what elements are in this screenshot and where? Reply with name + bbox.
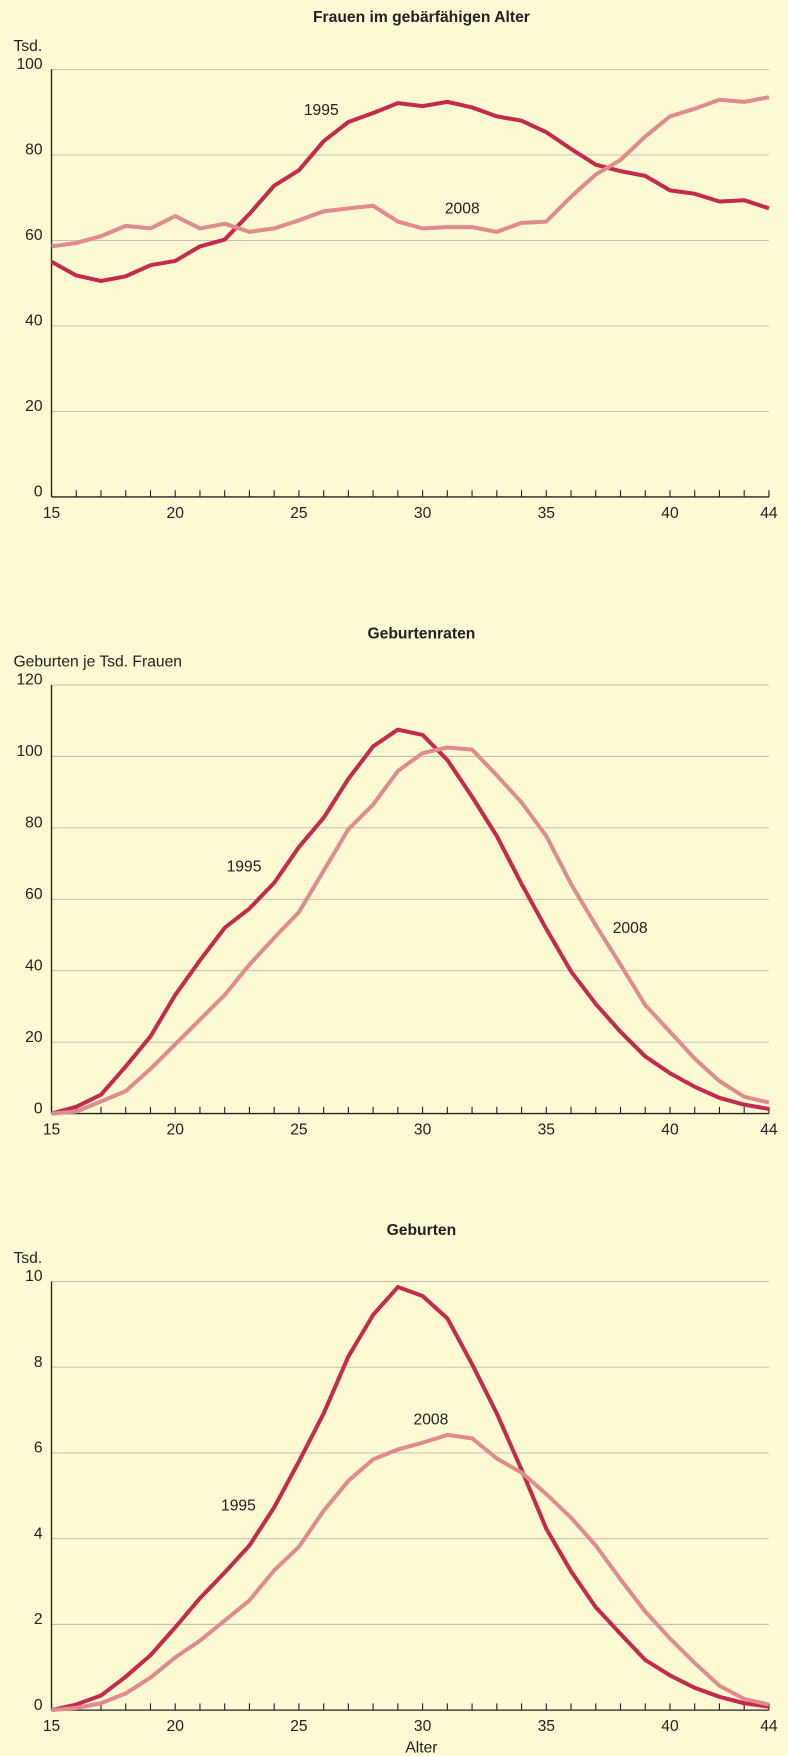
y-tick-label: 8: [34, 1354, 43, 1371]
series-line: [51, 1432, 770, 1713]
y-tick-label: 80: [25, 142, 43, 159]
x-tick-label: 35: [538, 1122, 556, 1139]
series-line: [51, 95, 770, 249]
y-tick-label: 0: [34, 1697, 43, 1714]
x-tick-label: 15: [43, 1718, 61, 1735]
x-axis-label: Alter: [405, 1739, 437, 1756]
chart-title: Geburtenraten: [367, 626, 475, 643]
x-tick-label: 25: [290, 1122, 308, 1139]
y-tick-label: 0: [34, 484, 43, 501]
x-tick-label: 25: [290, 1718, 308, 1735]
y-tick-label: 100: [16, 743, 42, 760]
y-tick-label: 60: [25, 886, 43, 903]
y-tick-label: 80: [25, 814, 43, 831]
chart-title: Frauen im gebärfähigen Alter: [313, 9, 530, 26]
x-tick-label: 20: [167, 1718, 185, 1735]
y-axis-label: Tsd.: [13, 1250, 42, 1267]
chart-title: Geburten: [387, 1222, 457, 1239]
x-tick-label: 15: [43, 505, 61, 522]
y-axis-label: Tsd.: [13, 38, 42, 55]
annotation: 2008: [613, 920, 648, 937]
y-tick-label: 4: [34, 1525, 43, 1542]
x-tick-label: 30: [414, 505, 432, 522]
series-line: [51, 745, 770, 1116]
x-tick-label: 15: [43, 1122, 61, 1139]
annotation: 1995: [227, 859, 262, 876]
x-tick-label: 35: [538, 505, 556, 522]
x-tick-label: 40: [661, 505, 679, 522]
y-tick-label: 40: [25, 957, 43, 974]
y-tick-label: 2: [34, 1611, 43, 1628]
x-tick-label: 44: [760, 505, 778, 522]
x-tick-label: 30: [414, 1122, 432, 1139]
x-tick-label: 40: [661, 1122, 679, 1139]
y-tick-label: 20: [25, 1029, 43, 1046]
x-tick-label: 35: [538, 1718, 556, 1735]
y-tick-label: 40: [25, 313, 43, 330]
y-tick-label: 100: [16, 56, 42, 73]
series-line: [51, 1285, 770, 1713]
annotation: 2008: [414, 1411, 449, 1428]
annotation: 1995: [304, 102, 339, 119]
x-tick-label: 20: [167, 505, 185, 522]
series-line: [50, 99, 770, 284]
x-tick-label: 44: [760, 1122, 778, 1139]
y-tick-label: 120: [16, 672, 42, 689]
y-axis-label: Geburten je Tsd. Frauen: [13, 654, 182, 671]
annotation: 2008: [445, 200, 480, 217]
x-tick-label: 30: [414, 1718, 432, 1735]
y-tick-label: 10: [25, 1268, 43, 1285]
y-tick-label: 20: [25, 398, 43, 415]
y-tick-label: 6: [34, 1440, 43, 1457]
x-tick-label: 40: [661, 1718, 679, 1735]
y-tick-label: 0: [34, 1100, 43, 1117]
x-tick-label: 44: [760, 1718, 778, 1735]
x-tick-label: 25: [290, 505, 308, 522]
annotation: 1995: [221, 1498, 256, 1515]
y-tick-label: 60: [25, 227, 43, 244]
series-line: [50, 727, 770, 1116]
x-tick-label: 20: [167, 1122, 185, 1139]
